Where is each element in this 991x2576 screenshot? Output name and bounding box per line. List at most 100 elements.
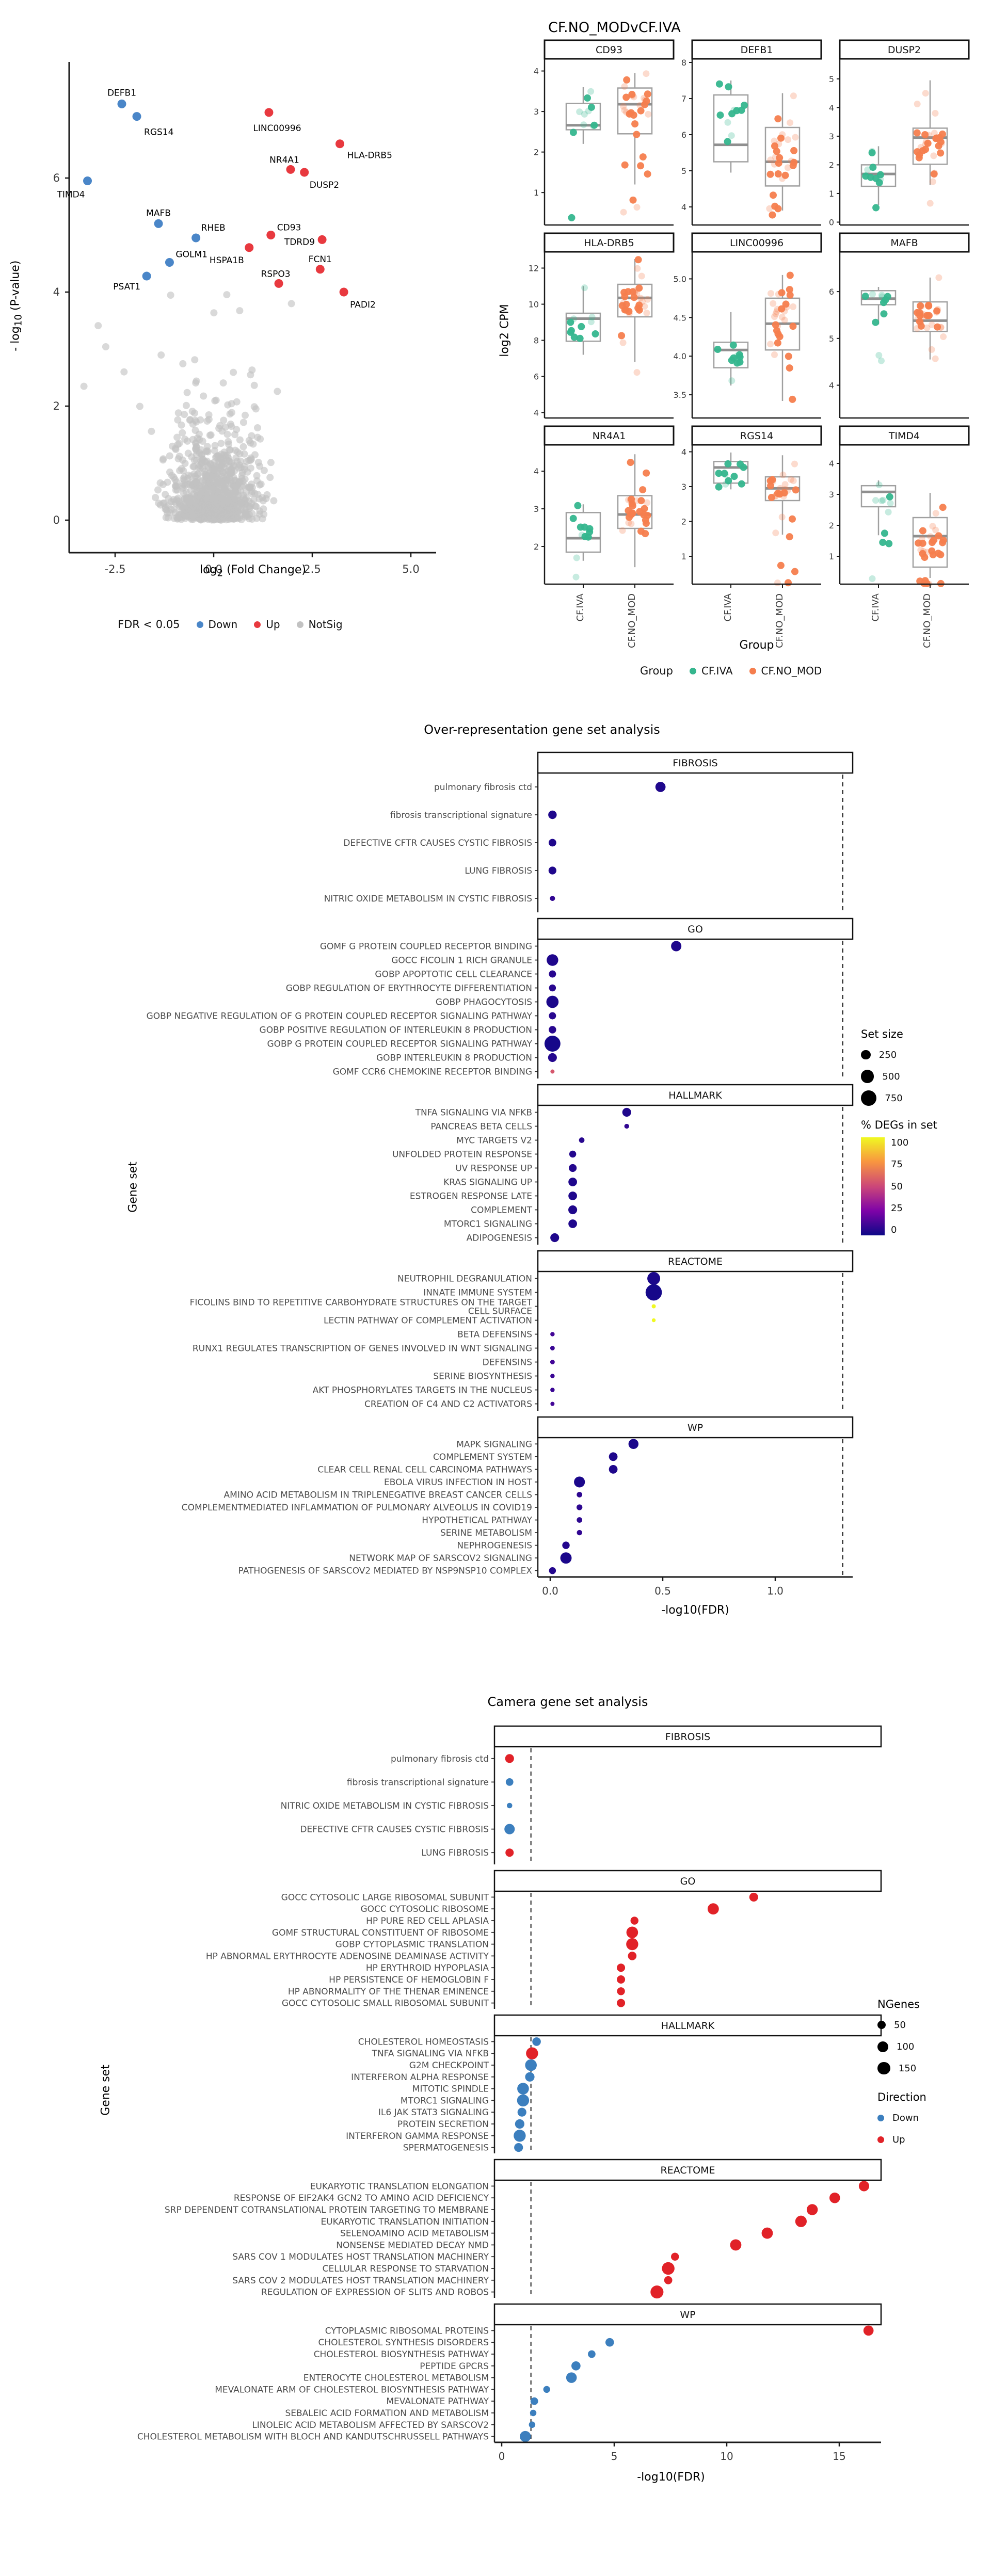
- svg-text:HLA-DRB5: HLA-DRB5: [347, 151, 392, 161]
- size-value: 500: [882, 1071, 900, 1082]
- svg-text:0: 0: [829, 217, 834, 227]
- svg-text:PADI2: PADI2: [350, 300, 376, 310]
- legend-label: CF.IVA: [701, 665, 733, 677]
- direction-row-down: Down: [877, 2110, 981, 2126]
- svg-text:COMPLEMENT SYSTEM: COMPLEMENT SYSTEM: [433, 1452, 532, 1462]
- svg-text:MYC TARGETS V2: MYC TARGETS V2: [456, 1136, 532, 1146]
- svg-text:MITOTIC SPINDLE: MITOTIC SPINDLE: [412, 2084, 489, 2095]
- svg-text:0.0: 0.0: [542, 1585, 558, 1597]
- facet-GO: GO GOMF G PROTEIN COUPLED RECEPTOR BINDIN…: [147, 917, 854, 1078]
- svg-text:LINOLEIC ACID METABOLISM AFFEC: LINOLEIC ACID METABOLISM AFFECTED BY SAR…: [252, 2420, 489, 2430]
- svg-text:HLA-DRB5: HLA-DRB5: [584, 237, 634, 249]
- svg-text:SERINE BIOSYNTHESIS: SERINE BIOSYNTHESIS: [433, 1372, 532, 1382]
- svg-text:4: 4: [53, 286, 60, 298]
- svg-text:IL6 JAK STAT3 SIGNALING: IL6 JAK STAT3 SIGNALING: [378, 2107, 489, 2118]
- direction-label: Down: [892, 2112, 919, 2123]
- svg-text:HP ERYTHROID HYPOPLASIA: HP ERYTHROID HYPOPLASIA: [366, 1963, 489, 1973]
- svg-text:CHOLESTEROL BIOSYNTHESIS PATHW: CHOLESTEROL BIOSYNTHESIS PATHWAY: [314, 2349, 489, 2360]
- box-facet-RGS14: RGS14 1 2 3 4 CF.IVA CF.NO_MOD: [681, 425, 822, 648]
- svg-text:SERINE METABOLISM: SERINE METABOLISM: [440, 1528, 532, 1538]
- svg-text:COMPLEMENT: COMPLEMENT: [471, 1205, 533, 1216]
- svg-text:CD93: CD93: [277, 223, 301, 233]
- svg-text:CHOLESTEROL HOMEOSTASIS: CHOLESTEROL HOMEOSTASIS: [358, 2037, 489, 2047]
- svg-text:INTERFERON GAMMA RESPONSE: INTERFERON GAMMA RESPONSE: [346, 2131, 489, 2142]
- svg-text:GOCC FICOLIN 1 RICH GRANULE: GOCC FICOLIN 1 RICH GRANULE: [391, 956, 532, 966]
- svg-text:0: 0: [53, 514, 60, 526]
- svg-text:BETA DEFENSINS: BETA DEFENSINS: [457, 1330, 532, 1340]
- svg-text:ESTROGEN RESPONSE LATE: ESTROGEN RESPONSE LATE: [410, 1192, 532, 1202]
- svg-text:PSAT1: PSAT1: [113, 282, 140, 292]
- facet-FIBROSIS: FIBROSIS pulmonary fibrosis ctd fibrosis t…: [281, 1725, 882, 1864]
- size-value: 750: [885, 1092, 903, 1104]
- svg-text:4: 4: [681, 202, 686, 212]
- svg-text:CREATION OF C4 AND C2 ACTIVATO: CREATION OF C4 AND C2 ACTIVATORS: [364, 1399, 532, 1410]
- svg-text:8: 8: [681, 58, 686, 68]
- boxpanel-title: CF.NO_MODvCF.IVA: [548, 20, 681, 36]
- svg-text:RESPONSE OF EIF2AK4 GCN2 TO AM: RESPONSE OF EIF2AK4 GCN2 TO AMINO ACID D…: [234, 2193, 489, 2203]
- svg-text:3: 3: [534, 107, 539, 117]
- svg-text:4: 4: [534, 466, 539, 476]
- svg-text:4: 4: [829, 381, 834, 391]
- svg-text:0: 0: [499, 2450, 505, 2462]
- svg-text:EBOLA VIRUS INFECTION IN HOST: EBOLA VIRUS INFECTION IN HOST: [384, 1477, 533, 1488]
- legend-item-cfnomod: CF.NO_MOD: [749, 665, 822, 677]
- svg-text:GOBP REGULATION OF ERYTHROCYTE: GOBP REGULATION OF ERYTHROCYTE DIFFERENT…: [286, 984, 532, 994]
- svg-text:PANCREAS BETA CELLS: PANCREAS BETA CELLS: [430, 1122, 532, 1132]
- svg-text:RSPO3: RSPO3: [261, 269, 291, 279]
- svg-text:LECTIN PATHWAY OF COMPLEMENT A: LECTIN PATHWAY OF COMPLEMENT ACTIVATION: [324, 1316, 532, 1326]
- svg-text:EUKARYOTIC TRANSLATION INITIAT: EUKARYOTIC TRANSLATION INITIATION: [321, 2217, 489, 2227]
- svg-text:SEBALEIC ACID FORMATION AND ME: SEBALEIC ACID FORMATION AND METABOLISM: [285, 2408, 489, 2419]
- cbar-tick: 75: [891, 1159, 903, 1170]
- svg-text:SRP DEPENDENT COTRANSLATIONAL: SRP DEPENDENT COTRANSLATIONAL PROTEIN TA…: [165, 2205, 489, 2215]
- svg-text:DUSP2: DUSP2: [888, 44, 921, 56]
- svg-text:GOBP PHAGOCYTOSIS: GOBP PHAGOCYTOSIS: [436, 997, 532, 1008]
- svg-text:1: 1: [829, 552, 834, 561]
- svg-text:MAFB: MAFB: [146, 208, 171, 218]
- svg-text:GO: GO: [680, 1876, 696, 1887]
- svg-text:GOBP POSITIVE REGULATION OF IN: GOBP POSITIVE REGULATION OF INTERLEUKIN …: [260, 1025, 532, 1036]
- volcano-notsig-points: [80, 291, 295, 524]
- box-facet-DUSP2: DUSP2 0 1 2 3 4 5: [829, 39, 970, 227]
- svg-text:COMPLEMENTMEDIATED INFLAMMATIO: COMPLEMENTMEDIATED INFLAMMATION OF PULMO…: [182, 1503, 532, 1513]
- down-dot-icon: [196, 621, 203, 628]
- svg-text:8: 8: [534, 336, 539, 346]
- facet-HALLMARK: HALLMARK TNFA SIGNALING VIA NFKB PANCREAS …: [392, 1084, 854, 1245]
- svg-text:RUNX1 REGULATES TRANSCRIPTION: RUNX1 REGULATES TRANSCRIPTION OF GENES I…: [193, 1344, 532, 1354]
- svg-text:GOMF CCR6 CHEMOKINE RECEPTOR B: GOMF CCR6 CHEMOKINE RECEPTOR BINDING: [333, 1067, 532, 1077]
- svg-text:7: 7: [681, 94, 686, 104]
- ngenes-value: 150: [898, 2063, 917, 2074]
- svg-text:GOBP CYTOPLASMIC TRANSLATION: GOBP CYTOPLASMIC TRANSLATION: [335, 1940, 489, 1950]
- facet-HALLMARK: HALLMARK CHOLESTEROL HOMEOSTASIS TNFA SIGN…: [346, 2014, 882, 2153]
- svg-text:3: 3: [681, 482, 686, 492]
- svg-text:REGULATION OF EXPRESSION OF SL: REGULATION OF EXPRESSION OF SLITS AND RO…: [261, 2288, 489, 2298]
- svg-text:2.5: 2.5: [303, 563, 321, 575]
- svg-text:DEFB1: DEFB1: [107, 88, 136, 98]
- svg-text:GOLM1: GOLM1: [175, 250, 207, 260]
- size-legend-row: 150: [877, 2060, 981, 2076]
- ora-y-axis-label: Gene set: [126, 1162, 140, 1213]
- ngenes-value: 100: [897, 2041, 915, 2052]
- cbar-tick: 50: [891, 1181, 903, 1192]
- camera-dotplot: FIBROSIS pulmonary fibrosis ctd fibrosis t…: [137, 1725, 882, 2462]
- camera-x-axis-label: -log10(FDR): [637, 2471, 705, 2484]
- legend-label: CF.NO_MOD: [761, 665, 822, 677]
- size-dot-large-icon: [861, 1090, 877, 1106]
- legend-item-notsig: NotSig: [296, 618, 343, 631]
- svg-text:4: 4: [534, 408, 539, 418]
- svg-text:LINC00996: LINC00996: [253, 123, 301, 134]
- svg-text:fibrosis transcriptional signa: fibrosis transcriptional signature: [347, 1777, 489, 1788]
- svg-text:GOCC CYTOSOLIC RIBOSOME: GOCC CYTOSOLIC RIBOSOME: [360, 1904, 489, 1914]
- svg-text:5.0: 5.0: [402, 563, 419, 575]
- svg-text:INTERFERON ALPHA RESPONSE: INTERFERON ALPHA RESPONSE: [351, 2072, 489, 2083]
- svg-text:HYPOTHETICAL PATHWAY: HYPOTHETICAL PATHWAY: [422, 1516, 532, 1526]
- camera-title: Camera gene set analysis: [487, 1695, 648, 1709]
- svg-text:REACTOME: REACTOME: [668, 1256, 723, 1267]
- svg-text:NR4A1: NR4A1: [269, 155, 299, 165]
- svg-text:2: 2: [53, 400, 60, 412]
- box-facet-TIMD4: TIMD4 1 2 3 4 CF.IVA CF.NO_MOD: [829, 425, 970, 648]
- camera-direction-legend: Direction Down Up: [877, 2091, 981, 2153]
- svg-text:WP: WP: [688, 1422, 703, 1434]
- svg-text:2: 2: [829, 521, 834, 530]
- svg-text:EUKARYOTIC TRANSLATION ELONGAT: EUKARYOTIC TRANSLATION ELONGATION: [310, 2181, 489, 2192]
- svg-text:NEUTROPHIL DEGRANULATION: NEUTROPHIL DEGRANULATION: [397, 1274, 532, 1284]
